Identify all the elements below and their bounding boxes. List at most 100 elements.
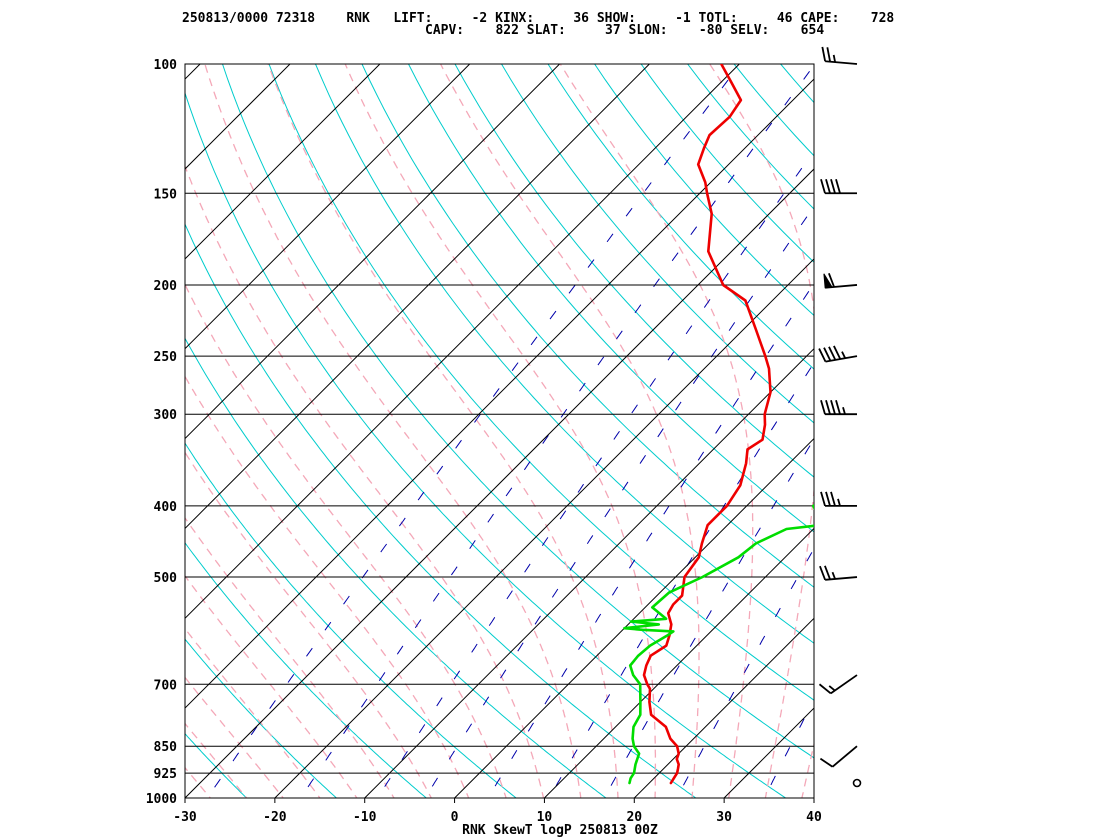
barb-full — [819, 757, 833, 768]
pressure-tick-label: 300 — [154, 408, 178, 423]
isotherm — [723, 707, 814, 798]
barb-full — [823, 347, 832, 362]
barb-full — [835, 179, 841, 194]
pressure-tick-label: 250 — [154, 350, 178, 365]
barb-full — [825, 491, 831, 507]
pressure-tick-label: 400 — [154, 500, 178, 515]
moist-adiabat — [204, 64, 582, 798]
isobars — [185, 192, 814, 774]
pressure-tick-labels: 100 150 200 250 300 400 500 700 850 925 1000 — [146, 58, 177, 807]
moist-adiabat — [185, 722, 248, 798]
isotherm — [185, 64, 650, 530]
barb-half — [832, 54, 836, 63]
barb-full — [830, 491, 836, 507]
isotherm — [185, 64, 471, 350]
temperature-trace — [642, 64, 772, 785]
temperature-tick-label: 40 — [806, 810, 822, 825]
isotherm — [633, 617, 814, 798]
dry-adiabat — [361, 64, 814, 588]
isotherm — [0, 64, 110, 798]
mixing-ratio-line — [376, 149, 814, 798]
pressure-tick-label: 925 — [154, 767, 177, 782]
barb-full — [828, 273, 835, 288]
header-line-2: CAPV: 822 SLAT: 37 SLON: -80 SELV: 654 — [425, 23, 824, 38]
isotherm — [0, 64, 20, 798]
isotherm — [185, 168, 814, 798]
barb-full — [819, 565, 826, 581]
barb-full — [825, 179, 831, 194]
isotherm — [185, 64, 740, 620]
mixing-ratio-line — [300, 64, 814, 798]
wind-barb-400 — [820, 491, 857, 507]
barb-full — [833, 345, 842, 360]
isotherm — [274, 258, 814, 798]
dry-adiabat — [454, 64, 814, 478]
moist-adiabat — [267, 64, 619, 798]
wind-barb-100 — [821, 46, 858, 65]
pressure-tick-label: 100 — [154, 58, 178, 73]
pressure-tick-label: 500 — [154, 571, 178, 586]
mixing-ratio-line — [676, 547, 814, 798]
dry-adiabat — [407, 64, 814, 533]
chart-footer-title: RNK SkewT logP 250813 00Z — [462, 823, 658, 838]
wind-barb-680 — [818, 674, 858, 695]
wind-barb-150 — [820, 179, 857, 195]
barb-half — [837, 498, 841, 507]
barb-staff — [825, 576, 858, 581]
barb-full — [835, 399, 841, 415]
dry-adiabat — [500, 64, 814, 424]
barb-full — [824, 565, 831, 580]
pressure-tick-label: 200 — [154, 279, 178, 294]
dry-adiabat — [1042, 48, 1120, 814]
pressure-tick-label: 700 — [154, 678, 178, 693]
moist-adiabat — [185, 676, 285, 798]
dry-adiabat — [594, 64, 814, 317]
moist-adiabat — [185, 164, 545, 798]
wind-barb-850 — [819, 745, 858, 768]
plot-frame — [184, 63, 815, 799]
isotherm — [813, 797, 814, 798]
barb-staff — [830, 674, 858, 695]
barb-full — [825, 399, 831, 415]
isotherm — [364, 347, 814, 798]
barb-staff — [825, 355, 858, 363]
barb-flag — [823, 273, 833, 289]
mixing-ratio-line — [548, 361, 814, 798]
moist-adiabat — [185, 375, 470, 798]
barb-full — [820, 491, 826, 507]
pressure-tick-label: 1000 — [146, 792, 177, 807]
dry-adiabat — [859, 48, 1120, 814]
calm-circle — [852, 778, 862, 788]
temperature-tick-label: -30 — [173, 810, 197, 825]
dry-adiabat — [779, 64, 814, 104]
moist-adiabat — [185, 766, 212, 798]
barb-full — [828, 346, 837, 361]
temperature-tick-label: 20 — [626, 810, 642, 825]
barb-full — [830, 179, 836, 194]
moist-adiabat — [439, 64, 700, 798]
barb-half — [828, 685, 836, 692]
barb-full — [818, 348, 827, 363]
barb-half — [831, 571, 836, 580]
dry-adiabat — [185, 638, 338, 798]
barb-staff — [831, 745, 858, 768]
wind-barb-300 — [820, 399, 857, 416]
mixing-ratio-line — [424, 205, 814, 798]
moist-adiabat — [185, 283, 507, 798]
temperature-tick-label: 10 — [537, 810, 553, 825]
moist-adiabat — [185, 516, 395, 798]
dry-adiabat — [813, 48, 1120, 814]
background-lines — [0, 48, 1120, 814]
temperature-tick-labels: -30 -20 -10 0 10 20 30 40 — [173, 798, 822, 825]
isotherm — [454, 437, 814, 798]
barb-half — [842, 406, 846, 415]
dry-adiabat — [905, 48, 1120, 814]
mixing-ratio-line — [206, 64, 741, 798]
moist-adiabat — [185, 574, 358, 798]
dry-adiabat — [185, 541, 428, 798]
dry-adiabat — [314, 64, 814, 644]
temperature-tick-label: 0 — [451, 810, 459, 825]
dry-adiabat — [185, 223, 697, 798]
dry-adiabat — [640, 64, 814, 263]
